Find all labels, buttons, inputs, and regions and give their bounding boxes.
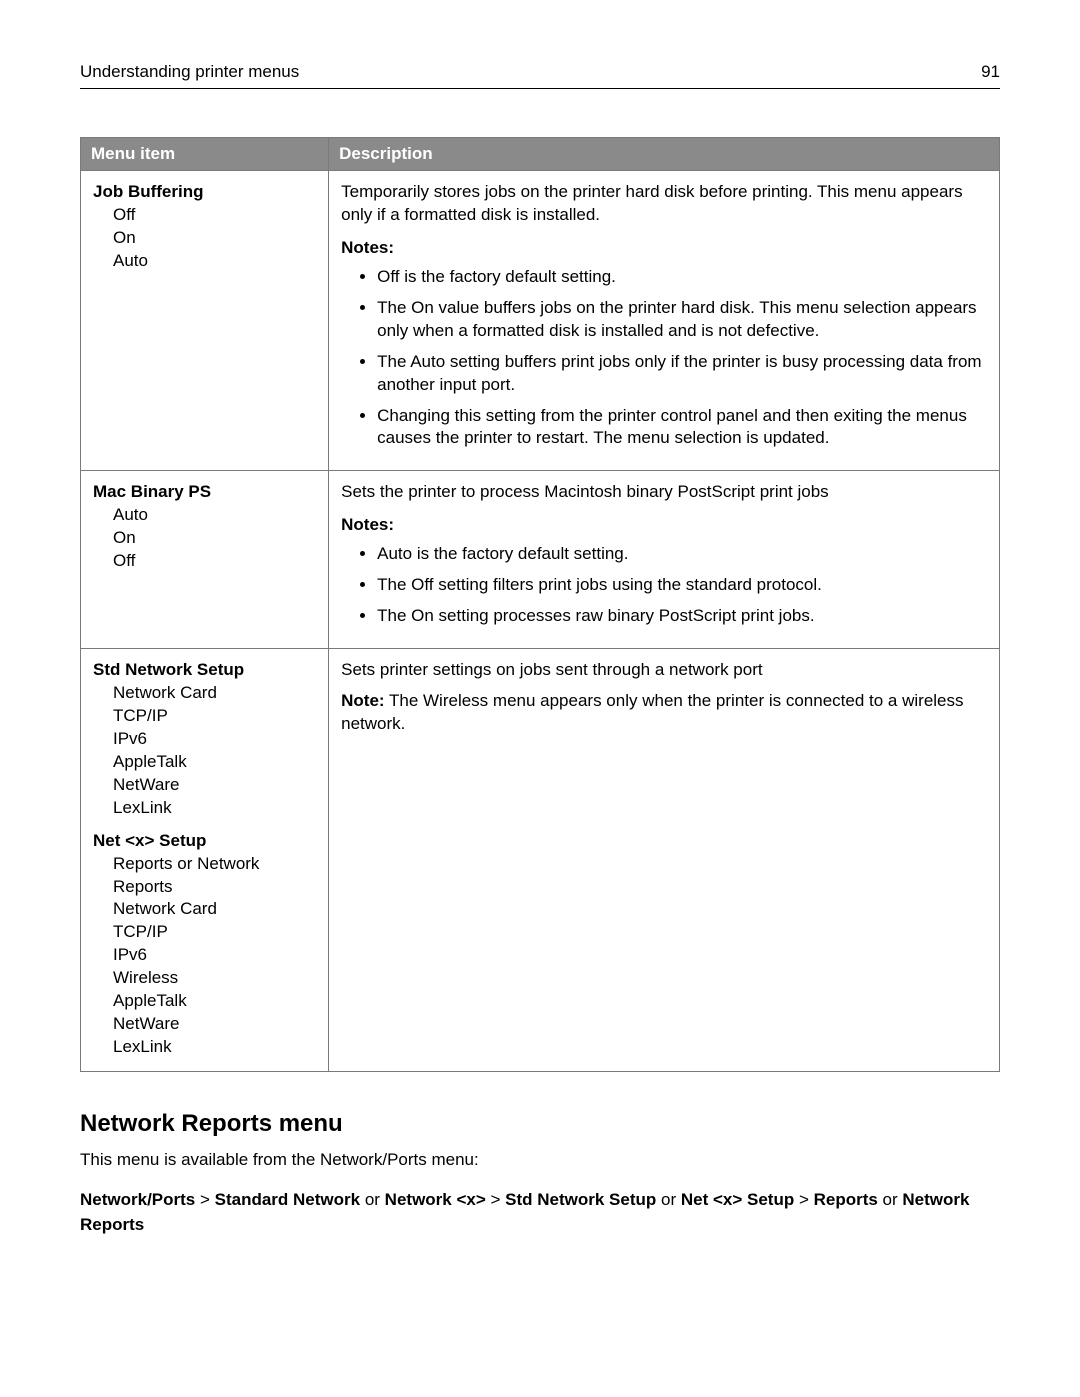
note-item: Changing this setting from the printer c… xyxy=(377,405,987,451)
notes-label: Notes: xyxy=(341,514,987,537)
menu-item-title: Mac Binary PS xyxy=(93,481,316,504)
cell-menu-item: Job BufferingOffOnAuto xyxy=(81,171,329,471)
section-heading: Network Reports menu xyxy=(80,1110,1000,1138)
menu-item-option: Wireless xyxy=(113,967,316,990)
breadcrumb-path: Network/Ports > Standard Network or Netw… xyxy=(80,1187,1000,1238)
breadcrumb-separator: or xyxy=(878,1190,903,1209)
cell-menu-item: Mac Binary PSAutoOnOff xyxy=(81,471,329,649)
description-intro: Sets printer settings on jobs sent throu… xyxy=(341,659,987,682)
notes-label: Notes: xyxy=(341,237,987,260)
menu-item-option: Network Card xyxy=(113,898,316,921)
table-body: Job BufferingOffOnAutoTemporarily stores… xyxy=(81,171,1000,1072)
notes-list: Auto is the factory default setting. The … xyxy=(341,543,987,628)
menu-item-option: Auto xyxy=(113,250,316,273)
section-lead: This menu is available from the Network/… xyxy=(80,1148,1000,1173)
note-item: Auto is the factory default setting. xyxy=(377,543,987,566)
cell-description: Sets the printer to process Macintosh bi… xyxy=(329,471,1000,649)
menu-item-option: TCP/IP xyxy=(113,705,316,728)
table-row: Mac Binary PSAutoOnOff Sets the printer t… xyxy=(81,471,1000,649)
breadcrumb-separator: or xyxy=(360,1190,385,1209)
cell-description: Sets printer settings on jobs sent throu… xyxy=(329,649,1000,1072)
menu-item-option: Network Card xyxy=(113,682,316,705)
description-intro: Temporarily stores jobs on the printer h… xyxy=(341,181,987,227)
breadcrumb-separator: or xyxy=(656,1190,681,1209)
note-inline-text: The Wireless menu appears only when the … xyxy=(341,691,963,733)
menu-item-option: LexLink xyxy=(113,797,316,820)
header-page-number: 91 xyxy=(981,62,1000,82)
menu-item-option: NetWare xyxy=(113,774,316,797)
menu-item-title: Std Network Setup xyxy=(93,659,316,682)
breadcrumb-segment: Net <x> Setup xyxy=(681,1190,794,1209)
description-intro: Sets the printer to process Macintosh bi… xyxy=(341,481,987,504)
menu-item-title: Net <x> Setup xyxy=(93,830,316,853)
breadcrumb-segment: Reports xyxy=(814,1190,878,1209)
menu-item-option: On xyxy=(113,227,316,250)
breadcrumb-separator: > xyxy=(794,1190,813,1209)
menu-item-option: On xyxy=(113,527,316,550)
cell-menu-item: Std Network SetupNetwork CardTCP/IPIPv6A… xyxy=(81,649,329,1072)
menu-item-option: AppleTalk xyxy=(113,990,316,1013)
cell-description: Temporarily stores jobs on the printer h… xyxy=(329,171,1000,471)
breadcrumb-segment: Network/Ports xyxy=(80,1190,195,1209)
menu-item-option: TCP/IP xyxy=(113,921,316,944)
menu-item-option: AppleTalk xyxy=(113,751,316,774)
note-item: The On setting processes raw binary Post… xyxy=(377,605,987,628)
menu-item-option: Off xyxy=(113,550,316,573)
breadcrumb-segment: Network <x> xyxy=(385,1190,486,1209)
menu-item-option: Off xyxy=(113,204,316,227)
breadcrumb-separator: > xyxy=(486,1190,505,1209)
menu-item-option: NetWare xyxy=(113,1013,316,1036)
col-description: Description xyxy=(329,138,1000,171)
document-page: Understanding printer menus 91 Menu item… xyxy=(0,0,1080,1335)
breadcrumb-segment: Std Network Setup xyxy=(505,1190,656,1209)
col-menu-item: Menu item xyxy=(81,138,329,171)
menu-table: Menu item Description Job BufferingOffOn… xyxy=(80,137,1000,1072)
breadcrumb-separator: > xyxy=(195,1190,214,1209)
menu-item-option: IPv6 xyxy=(113,728,316,751)
table-row: Job BufferingOffOnAuto Temporarily stores… xyxy=(81,171,1000,471)
note-inline: Note: The Wireless menu appears only whe… xyxy=(341,690,987,736)
notes-list: Off is the factory default setting. The O… xyxy=(341,266,987,451)
menu-item-title: Job Buffering xyxy=(93,181,316,204)
header-title: Understanding printer menus xyxy=(80,62,299,82)
menu-item-option: LexLink xyxy=(113,1036,316,1059)
menu-item-option: Auto xyxy=(113,504,316,527)
menu-item-option: Reports or Network Reports xyxy=(113,853,316,899)
running-header: Understanding printer menus 91 xyxy=(80,62,1000,89)
note-inline-label: Note: xyxy=(341,691,384,710)
table-header-row: Menu item Description xyxy=(81,138,1000,171)
note-item: The On value buffers jobs on the printer… xyxy=(377,297,987,343)
note-item: The Auto setting buffers print jobs only… xyxy=(377,351,987,397)
note-item: The Off setting filters print jobs using… xyxy=(377,574,987,597)
note-item: Off is the factory default setting. xyxy=(377,266,987,289)
table-row: Std Network SetupNetwork CardTCP/IPIPv6A… xyxy=(81,649,1000,1072)
menu-item-option: IPv6 xyxy=(113,944,316,967)
breadcrumb-segment: Standard Network xyxy=(215,1190,360,1209)
